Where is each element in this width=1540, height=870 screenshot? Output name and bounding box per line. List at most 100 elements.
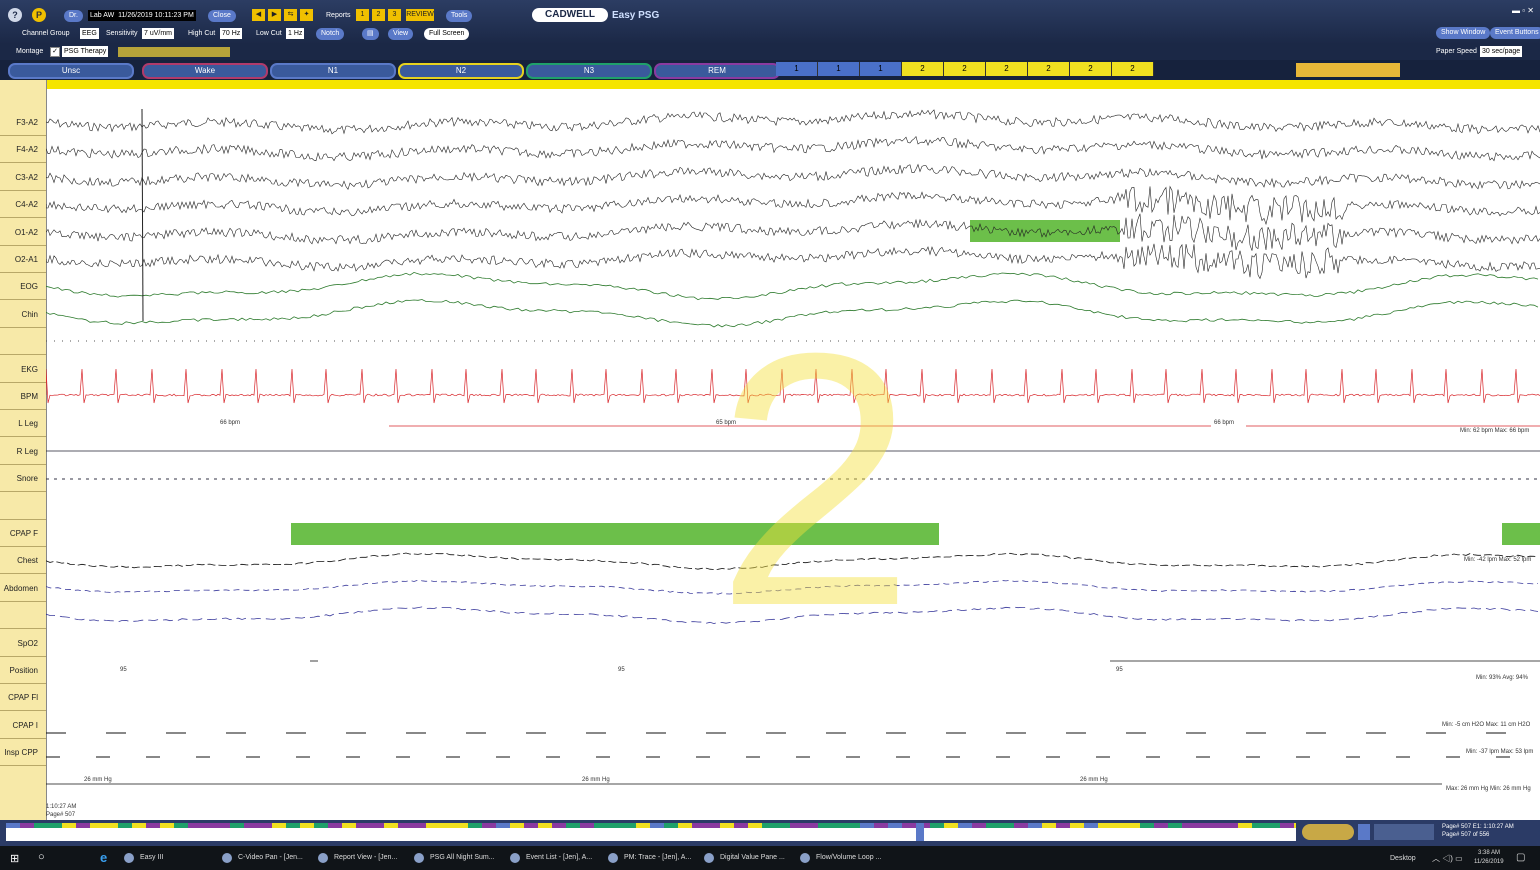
- channel-label[interactable]: CPAP I: [0, 713, 46, 739]
- channel-label[interactable]: R Leg: [0, 439, 46, 465]
- play-icon[interactable]: ✦: [300, 9, 313, 21]
- channel-label[interactable]: L Leg: [0, 411, 46, 438]
- taskbar-item[interactable]: C-Video Pan - [Jen...: [220, 850, 303, 866]
- report-icon-1[interactable]: 1: [356, 9, 369, 21]
- epoch-cell[interactable]: 2: [902, 62, 944, 76]
- montage-select[interactable]: PSG Therapy: [62, 46, 109, 57]
- channel-label[interactable]: Insp CPP: [0, 740, 46, 767]
- channel-label[interactable]: CPAP Fl: [0, 685, 46, 712]
- report-icon-3[interactable]: 3: [388, 9, 401, 21]
- close-button[interactable]: Close: [208, 10, 236, 22]
- channel-label[interactable]: C3-A2: [0, 165, 46, 191]
- stage-indicator-line: [45, 80, 1540, 89]
- montage-shortcut-buttons[interactable]: [118, 47, 230, 57]
- tools-button[interactable]: Tools: [446, 10, 473, 22]
- insp-label-2: 26 mm Hg: [582, 777, 610, 783]
- taskbar-item[interactable]: Easy III: [122, 850, 163, 866]
- search-icon[interactable]: ○: [38, 851, 45, 863]
- notification-icon[interactable]: ▢: [1516, 852, 1526, 863]
- playback-controls-icon[interactable]: [1302, 824, 1354, 840]
- hypnogram-cursor[interactable]: [916, 823, 924, 841]
- channel-label[interactable]: F3-A2: [0, 110, 46, 136]
- channel-group-select[interactable]: EEG: [80, 28, 99, 39]
- epoch-cell[interactable]: 2: [986, 62, 1028, 76]
- event-buttons-button[interactable]: Event Buttons: [1490, 27, 1540, 39]
- stage-button-3[interactable]: N1: [270, 63, 396, 79]
- channel-label[interactable]: F4-A2: [0, 137, 46, 164]
- jump-icon[interactable]: ⇆: [284, 9, 297, 21]
- start-icon[interactable]: ⊞: [10, 853, 20, 865]
- hypnogram-segment: [1224, 823, 1238, 828]
- view-select[interactable]: Full Screen: [424, 28, 470, 40]
- sensitivity-select[interactable]: 7 uV/mm: [142, 28, 175, 39]
- notch-button[interactable]: Notch: [316, 28, 345, 40]
- report-icon-2[interactable]: 2: [372, 9, 385, 21]
- channel-label[interactable]: Snore: [0, 466, 46, 493]
- tray-icons[interactable]: ︿ ◁) ▭: [1432, 854, 1463, 863]
- hypnogram-segment: [62, 823, 76, 828]
- channel-label[interactable]: Abdomen: [0, 576, 46, 602]
- zoom-controls-icon[interactable]: [1374, 824, 1434, 840]
- epoch-cell[interactable]: 2: [1070, 62, 1112, 76]
- paper-speed-select[interactable]: 30 sec/page: [1480, 46, 1523, 57]
- edge-icon[interactable]: e: [100, 850, 108, 865]
- hypnogram-segment: [706, 823, 720, 828]
- dr-button[interactable]: Dr.: [64, 10, 83, 22]
- channel-label[interactable]: [0, 603, 46, 630]
- channel-label[interactable]: SpO2: [0, 631, 46, 657]
- channel-label[interactable]: Chest: [0, 548, 46, 575]
- stage-button-4[interactable]: N2: [398, 63, 524, 79]
- video-icon[interactable]: [1358, 824, 1370, 840]
- epoch-cell[interactable]: 2: [944, 62, 986, 76]
- review-button[interactable]: REVIEW: [406, 9, 434, 21]
- hypnogram-segment: [1238, 823, 1252, 828]
- prev-page-icon[interactable]: ◀: [252, 9, 265, 21]
- hypnogram-segment: [230, 823, 244, 828]
- channel-label[interactable]: BPM: [0, 384, 46, 410]
- taskbar-item[interactable]: Digital Value Pane ...: [702, 850, 785, 866]
- hypnogram-segment: [692, 823, 706, 828]
- app-icon: [800, 853, 810, 863]
- hypnogram-segment: [48, 823, 62, 828]
- scoring-tools-icon[interactable]: [1296, 63, 1400, 77]
- channel-label[interactable]: O2-A1: [0, 247, 46, 273]
- hypnogram-overview[interactable]: [6, 823, 1296, 841]
- stage-button-5[interactable]: N3: [526, 63, 652, 79]
- waveform-canvas[interactable]: [46, 89, 1540, 820]
- taskbar-item[interactable]: PM: Trace - [Jen], A...: [606, 850, 691, 866]
- reports-label[interactable]: Reports: [326, 12, 351, 19]
- low-cut-select[interactable]: 1 Hz: [286, 28, 305, 39]
- next-page-icon[interactable]: ▶: [268, 9, 281, 21]
- channel-label[interactable]: C4-A2: [0, 192, 46, 219]
- desktop-label[interactable]: Desktop: [1390, 855, 1416, 862]
- home-icon[interactable]: P: [32, 8, 46, 22]
- taskbar-item[interactable]: PSG All Night Sum...: [412, 850, 495, 866]
- channel-label[interactable]: CPAP F: [0, 521, 46, 547]
- montage-checkbox[interactable]: ✓: [50, 47, 60, 57]
- stage-button-1[interactable]: Unsc: [8, 63, 134, 79]
- channel-label[interactable]: Chin: [0, 302, 46, 328]
- taskbar-item[interactable]: Event List - [Jen], A...: [508, 850, 592, 866]
- epoch-cell[interactable]: 2: [1028, 62, 1070, 76]
- channel-label[interactable]: EKG: [0, 357, 46, 383]
- window-controls-icon[interactable]: ▬ ▫ ✕: [1512, 6, 1534, 15]
- channel-label[interactable]: [0, 329, 46, 356]
- show-window-button[interactable]: Show Window: [1436, 27, 1491, 39]
- epoch-cell[interactable]: 1: [860, 62, 902, 76]
- stage-button-6[interactable]: REM: [654, 63, 780, 79]
- epoch-cell[interactable]: 1: [776, 62, 818, 76]
- taskbar-item[interactable]: Flow/Volume Loop ...: [798, 850, 881, 866]
- channel-label[interactable]: O1-A2: [0, 220, 46, 246]
- help-icon[interactable]: ?: [8, 8, 22, 22]
- epoch-cell[interactable]: 2: [1112, 62, 1154, 76]
- hypnogram-segment: [720, 823, 734, 828]
- high-cut-select[interactable]: 70 Hz: [220, 28, 243, 39]
- epoch-cell[interactable]: 1: [818, 62, 860, 76]
- spo2-label-b: 95: [618, 667, 625, 673]
- channel-label[interactable]: [0, 494, 46, 520]
- stage-button-2[interactable]: Wake: [142, 63, 268, 79]
- channel-label[interactable]: Position: [0, 658, 46, 684]
- channel-label[interactable]: EOG: [0, 274, 46, 301]
- split-icon[interactable]: ▤: [362, 28, 379, 40]
- taskbar-item[interactable]: Report View - [Jen...: [316, 850, 397, 866]
